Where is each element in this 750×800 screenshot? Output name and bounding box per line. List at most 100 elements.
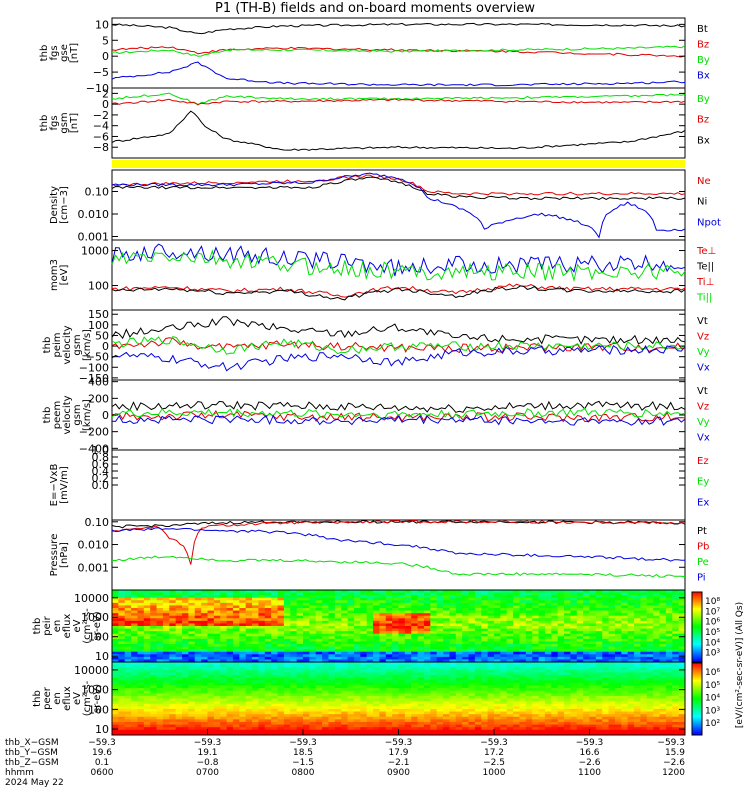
- spectrogram-cell: [347, 590, 355, 594]
- spectrogram-cell: [347, 732, 355, 736]
- legend-entry: Ni: [697, 197, 707, 208]
- spectrogram-cell: [634, 613, 641, 617]
- spectrogram-cell: [627, 651, 635, 655]
- spectrogram-cell: [551, 695, 559, 699]
- spectrogram-cell: [283, 600, 291, 604]
- spectrogram-cell: [341, 672, 349, 676]
- spectrogram-cell: [271, 597, 279, 601]
- spectrogram-cell: [500, 608, 508, 612]
- spectrogram-cell: [162, 646, 170, 650]
- spectrogram-cell: [220, 595, 228, 599]
- spectrogram-cell: [551, 602, 559, 606]
- spectrogram-cell: [532, 677, 540, 681]
- spectrogram-cell: [124, 714, 132, 718]
- spectrogram-cell: [481, 706, 489, 710]
- spectrogram-cell: [423, 727, 431, 731]
- spectrogram-cell: [373, 631, 380, 635]
- spectrogram-cell: [341, 613, 349, 617]
- spectrogram-cell: [602, 610, 610, 614]
- spectrogram-cell: [589, 695, 597, 699]
- spectrogram-cell: [131, 651, 138, 655]
- spectrogram-cell: [341, 703, 349, 707]
- spectrogram-cell: [443, 644, 450, 648]
- spectrogram-cell: [341, 618, 349, 622]
- spectrogram-cell: [315, 688, 323, 692]
- spectrogram-cell: [328, 626, 336, 630]
- spectrogram-cell: [576, 600, 584, 604]
- spectrogram-cell: [150, 669, 158, 673]
- spectrogram-cell: [385, 677, 393, 681]
- spectrogram-cell: [373, 649, 380, 653]
- spectrogram-cell: [462, 675, 470, 679]
- spectrogram-cell: [347, 669, 355, 673]
- spectrogram-cell: [373, 732, 380, 736]
- spectrogram-cell: [143, 608, 151, 612]
- spectrogram-cell: [124, 651, 132, 655]
- spectrogram-cell: [194, 613, 202, 617]
- spectrogram-cell: [347, 716, 355, 720]
- spectrogram-cell: [162, 651, 170, 655]
- spectrogram-cell: [232, 649, 240, 653]
- spectrogram-cell: [353, 615, 361, 619]
- spectrogram-cell: [150, 644, 158, 648]
- spectrogram-cell: [583, 654, 590, 658]
- spectrogram-cell: [150, 677, 158, 681]
- spectrogram-cell: [373, 592, 380, 596]
- spectrogram-cell: [602, 644, 610, 648]
- spectrogram-cell: [462, 644, 470, 648]
- spectrogram-cell: [188, 602, 196, 606]
- spectrogram-cell: [264, 714, 272, 718]
- spectrogram-cell: [207, 721, 215, 726]
- spectrogram-cell: [551, 651, 559, 655]
- spectrogram-cell: [328, 688, 336, 692]
- spectrogram-cell: [131, 688, 138, 692]
- spectrogram-cell: [595, 729, 603, 733]
- spectrogram-cell: [341, 644, 349, 648]
- spectrogram-cell: [411, 682, 419, 686]
- spectrogram-cell: [500, 724, 508, 728]
- spectrogram-cell: [417, 727, 425, 731]
- spectrogram-cell: [322, 618, 329, 622]
- spectrogram-cell: [443, 698, 450, 702]
- spectrogram-cell: [468, 623, 476, 627]
- spectrogram-cell: [583, 727, 590, 731]
- spectrogram-cell: [455, 719, 463, 723]
- spectrogram-cell: [500, 590, 508, 594]
- series-Pb: [111, 519, 686, 565]
- spectrogram-cell: [436, 590, 444, 594]
- spectrogram-cell: [423, 628, 431, 632]
- spectrogram-cell: [589, 669, 597, 673]
- spectrogram-cell: [226, 626, 234, 630]
- spectrogram-cell: [385, 706, 393, 710]
- spectrogram-cell: [602, 721, 610, 726]
- spectrogram-cell: [207, 703, 215, 707]
- spectrogram-cell: [583, 677, 590, 681]
- spectrogram-cell: [621, 590, 629, 594]
- spectrogram-cell: [474, 701, 482, 705]
- spectrogram-cell: [411, 633, 419, 637]
- spectrogram-cell: [411, 615, 419, 619]
- spectrogram-cell: [430, 626, 438, 630]
- spectrogram-cell: [341, 620, 349, 624]
- spectrogram-cell: [436, 698, 444, 702]
- spectrogram-cell: [232, 716, 240, 720]
- spectrogram-cell: [347, 685, 355, 689]
- spectrogram-cell: [271, 649, 279, 653]
- spectrogram-cell: [207, 680, 215, 684]
- spectrogram-cell: [188, 685, 196, 689]
- spectrogram-cell: [347, 714, 355, 718]
- spectrogram-cell: [621, 615, 629, 619]
- spectrogram-cell: [296, 695, 304, 699]
- spectrogram-cell: [239, 727, 247, 731]
- spectrogram-cell: [264, 688, 272, 692]
- spectrogram-cell: [315, 719, 323, 723]
- spectrogram-cell: [468, 654, 476, 658]
- spectrogram-cell: [207, 631, 215, 635]
- spectrogram-cell: [449, 636, 457, 640]
- spectrogram-cell: [589, 597, 597, 601]
- spectrogram-cell: [506, 690, 514, 694]
- spectrogram-cell: [481, 659, 489, 663]
- spectrogram-cell: [353, 659, 361, 663]
- spectrogram-cell: [118, 669, 126, 673]
- y-tick-label: 0: [102, 50, 109, 63]
